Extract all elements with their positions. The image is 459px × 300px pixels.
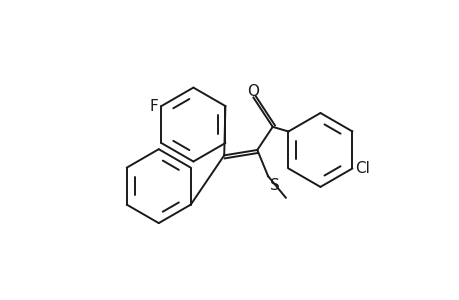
Text: F: F bbox=[149, 99, 158, 114]
Text: S: S bbox=[269, 178, 279, 193]
Text: Cl: Cl bbox=[355, 161, 369, 176]
Text: O: O bbox=[247, 84, 259, 99]
